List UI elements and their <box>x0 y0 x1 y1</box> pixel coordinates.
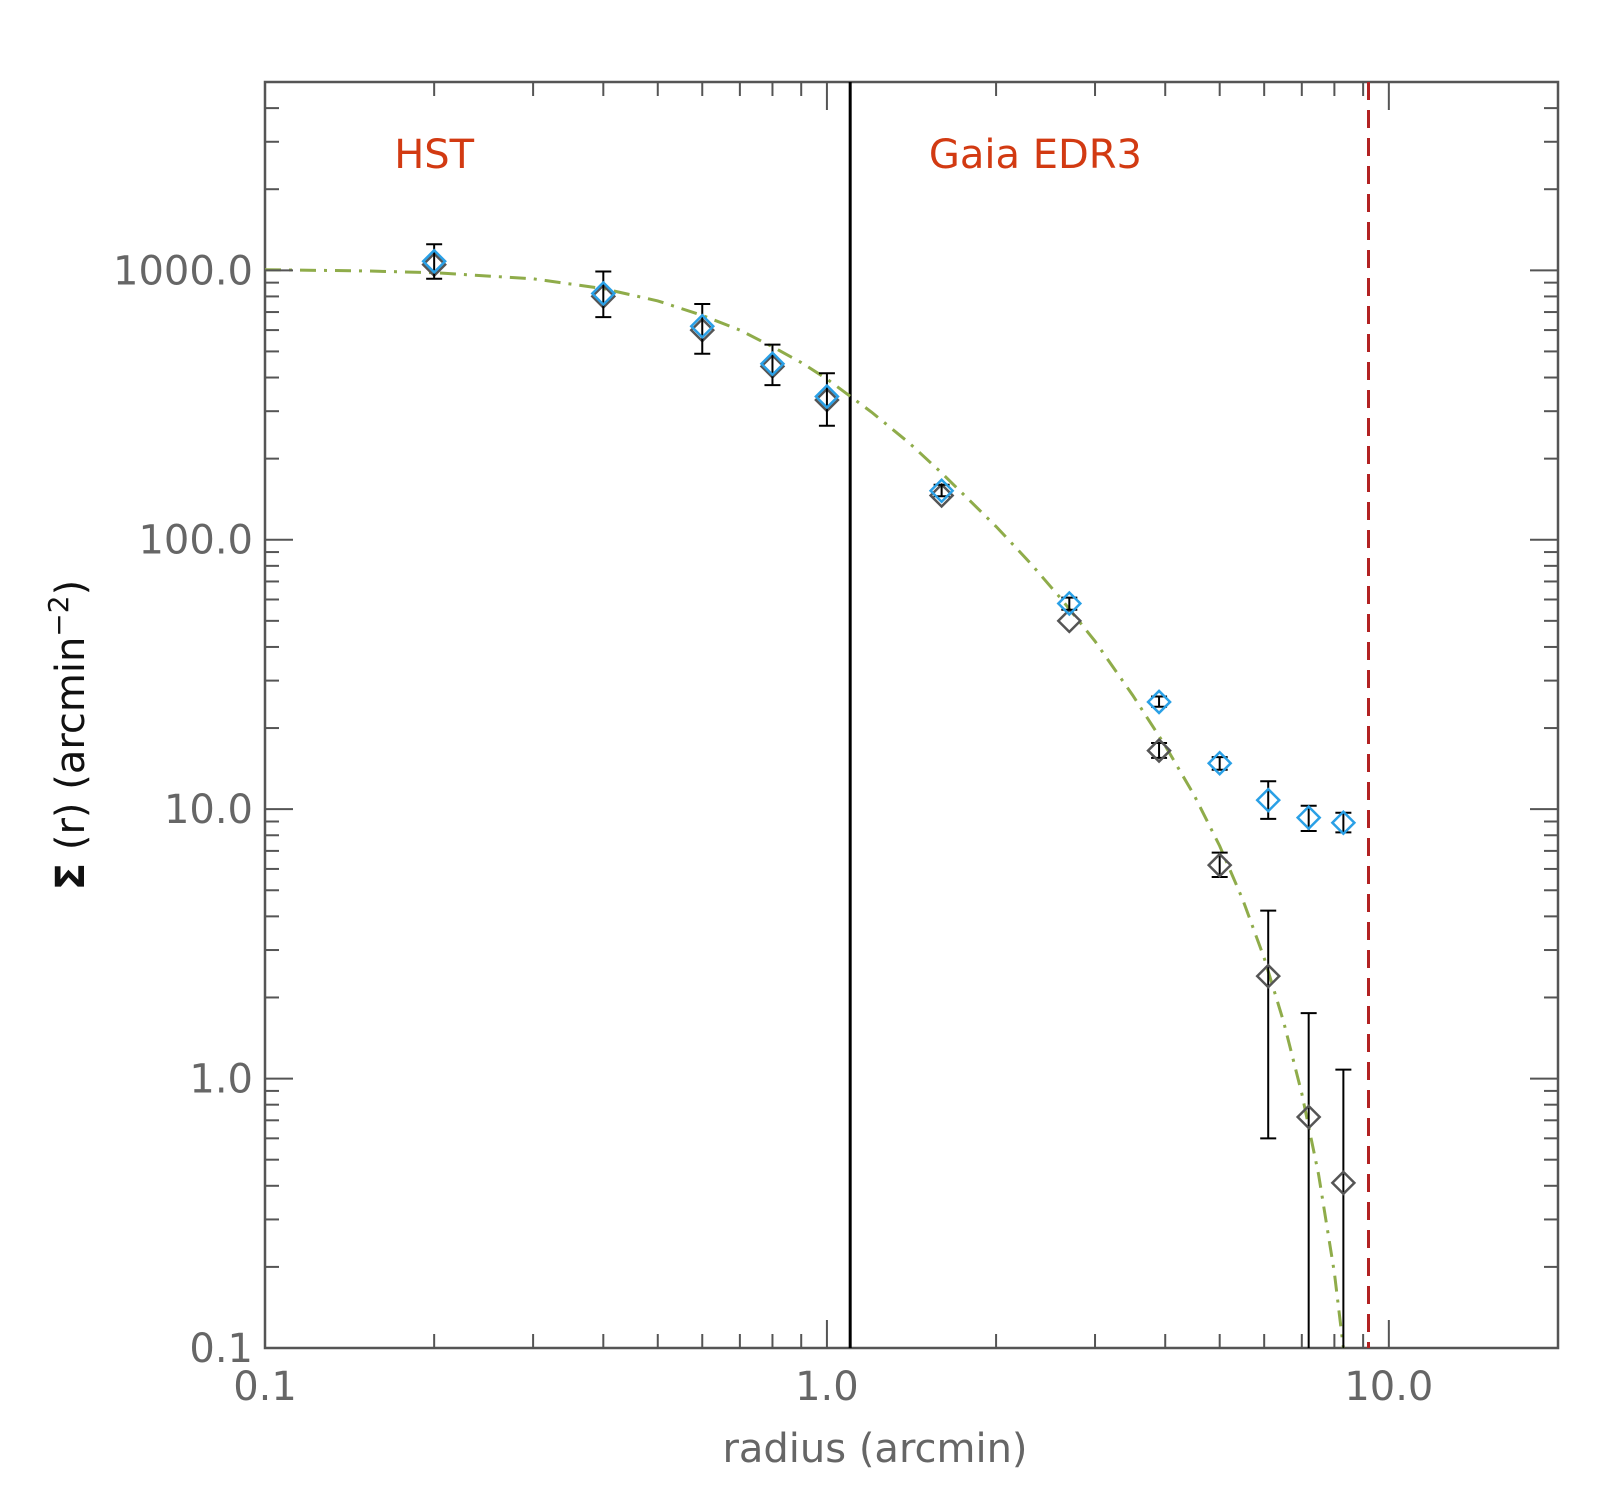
data-point-blue <box>689 313 716 340</box>
y-tick-label: 1000.0 <box>113 248 253 294</box>
x-tick-label: 0.1 <box>233 1364 297 1410</box>
y-axis-title-text: (r) (arcmin <box>48 637 94 863</box>
data-point-blue <box>1330 810 1357 836</box>
data-point-gray <box>1295 1104 1322 1130</box>
y-tick-label: 100.0 <box>138 518 253 564</box>
data-point-blue <box>421 248 447 275</box>
data-point-blue <box>1255 787 1281 813</box>
data-point-gray <box>1056 608 1083 634</box>
data-point-blue <box>1295 804 1322 831</box>
reference-lines <box>848 82 1370 1348</box>
annotations: HST Gaia EDR3 <box>394 132 1142 178</box>
series-layer <box>421 243 1357 1348</box>
data-point-blue <box>759 350 786 377</box>
data-point-blue <box>1056 590 1083 617</box>
axis-ticks <box>264 81 1559 1349</box>
tick-labels: 0.1 1.0 10.0 0.1 1.0 10.0 100.0 1000.0 <box>113 248 1433 1410</box>
data-point-blue <box>1206 750 1233 777</box>
y-axis-sigma: Σ <box>48 863 94 890</box>
data-point-gray <box>1330 1170 1357 1196</box>
data-point-blue <box>590 280 617 307</box>
y-axis-title-close: ) <box>48 580 94 596</box>
data-point-gray <box>1255 963 1281 989</box>
plot-frame <box>263 80 1560 1350</box>
x-tick-label: 1.0 <box>795 1364 859 1410</box>
hst-label: HST <box>394 132 474 178</box>
y-tick-label: 10.0 <box>164 787 253 833</box>
data-point-gray <box>928 482 955 509</box>
y-tick-label: 1.0 <box>189 1057 253 1103</box>
data-point-blue <box>928 477 955 504</box>
gaia-label: Gaia EDR3 <box>929 132 1142 178</box>
y-tick-label: 0.1 <box>189 1326 253 1372</box>
data-point-gray <box>1206 852 1233 878</box>
model-curve-layer <box>264 268 1345 1349</box>
model-curve <box>264 268 1345 1349</box>
plot-area <box>263 80 1560 1350</box>
data-point-blue <box>814 383 840 410</box>
data-point-gray <box>1146 737 1172 764</box>
x-tick-label: 10.0 <box>1344 1364 1433 1410</box>
y-axis-exponent: −2 <box>42 595 75 636</box>
data-point-blue <box>1146 689 1172 715</box>
x-axis-title: radius (arcmin) <box>722 1426 1027 1472</box>
y-axis-title: Σ (r) (arcmin−2) <box>42 580 94 890</box>
